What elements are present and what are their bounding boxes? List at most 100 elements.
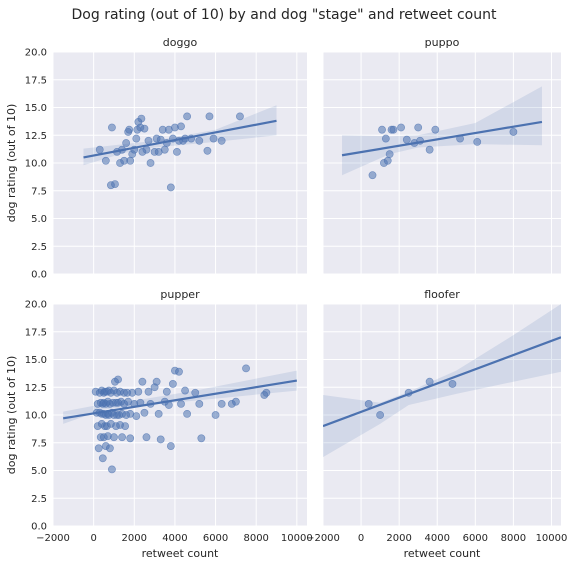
data-point — [105, 444, 114, 453]
data-point — [140, 124, 149, 133]
data-point — [156, 435, 165, 444]
data-point — [144, 387, 153, 396]
panel-title: puppo — [425, 36, 460, 49]
data-point — [108, 465, 116, 474]
data-point — [195, 399, 204, 408]
data-point — [473, 138, 482, 146]
data-point — [108, 123, 116, 132]
regression-line — [341, 120, 543, 157]
data-point — [166, 183, 175, 192]
y-tick-label: 15.0 — [25, 355, 47, 366]
data-point — [509, 128, 518, 136]
data-point — [431, 125, 440, 134]
data-point — [402, 135, 411, 144]
data-point — [425, 145, 434, 154]
data-point — [122, 139, 131, 147]
data-point — [94, 444, 103, 453]
confidence-band — [63, 370, 297, 424]
data-point — [111, 180, 119, 188]
x-tick-label: 2000 — [122, 533, 147, 544]
data-point — [385, 150, 394, 159]
data-point — [368, 171, 377, 180]
y-tick-label: 5.0 — [31, 466, 47, 477]
data-point — [414, 123, 423, 132]
data-point — [132, 134, 141, 143]
panel-title: floofer — [424, 288, 460, 301]
data-point — [383, 156, 392, 165]
x-tick-label: 8000 — [243, 533, 268, 544]
y-tick-label: 7.5 — [31, 186, 47, 197]
data-point — [140, 408, 149, 417]
data-point — [217, 399, 226, 408]
x-tick-label: 4000 — [425, 533, 450, 544]
data-point — [134, 387, 143, 396]
data-point — [126, 434, 135, 443]
data-point — [95, 145, 104, 154]
data-point — [231, 397, 240, 406]
regression-line — [83, 119, 277, 159]
data-point — [137, 114, 146, 123]
data-point — [160, 145, 169, 154]
data-point — [203, 146, 212, 155]
panels: doggo 0.0 2.5 5.0 7.5 10.0 12.5 15.0 17.5 20.0 dog… — [5, 36, 567, 560]
data-point — [378, 125, 386, 134]
data-point — [236, 112, 244, 121]
data-point — [154, 409, 163, 418]
data-point — [114, 375, 122, 384]
data-point — [205, 112, 214, 121]
panel-plot-area — [323, 304, 561, 458]
data-point — [125, 125, 134, 134]
data-point — [138, 377, 147, 386]
data-point — [217, 136, 226, 145]
data-point — [142, 433, 151, 442]
y-tick-label: 7.5 — [31, 438, 47, 449]
data-point — [262, 388, 271, 397]
regression-line — [62, 379, 298, 420]
data-point — [177, 122, 185, 131]
data-point — [181, 386, 189, 395]
data-point — [242, 364, 250, 373]
data-point — [132, 412, 141, 421]
y-tick-label: 15.0 — [25, 103, 47, 114]
x-tick-label: 2000 — [386, 533, 411, 544]
y-tick-label: 20.0 — [25, 300, 47, 311]
y-tick-label: 10.0 — [25, 159, 47, 170]
data-point — [183, 409, 192, 418]
y-tick-label: 20.0 — [25, 48, 47, 59]
data-point — [197, 434, 206, 443]
data-point — [118, 433, 126, 442]
data-point — [142, 145, 151, 154]
data-point — [162, 387, 171, 396]
data-point — [397, 123, 405, 132]
panel-pupper: pupper 0.0 2.5 5.0 7.5 10.0 12.5 15.0 17.5 20.0 do… — [5, 288, 313, 560]
x-tick-label: 6000 — [203, 533, 228, 544]
data-point — [177, 399, 185, 408]
y-axis-label: dog rating (out of 10) — [5, 104, 18, 222]
panel-puppo: puppo — [322, 36, 561, 275]
y-tick-label: 0.0 — [31, 522, 47, 533]
data-point — [195, 136, 204, 145]
data-point — [166, 442, 175, 450]
panel-floofer: floofer −2000 0 2000 4000 6000 8000 10000 retwee… — [306, 288, 567, 560]
y-tick-label: 17.5 — [25, 75, 47, 86]
data-point — [152, 377, 161, 386]
data-point — [364, 399, 373, 408]
data-point — [126, 156, 135, 165]
data-point — [209, 134, 218, 143]
x-tick-label: −2000 — [306, 533, 340, 544]
panel-plot-area — [341, 86, 543, 180]
x-tick-label: 8000 — [501, 533, 526, 544]
y-axis-label: dog rating (out of 10) — [5, 356, 18, 474]
x-tick-label: 0 — [358, 533, 364, 544]
panel-plot-area — [83, 105, 277, 192]
y-tick-label: 12.5 — [25, 131, 47, 142]
panel-plot-area — [62, 364, 298, 474]
panel-doggo: doggo 0.0 2.5 5.0 7.5 10.0 12.5 15.0 17.5 20.0 dog… — [5, 36, 307, 281]
data-point — [211, 411, 220, 419]
data-point — [121, 422, 130, 430]
x-tick-label: 4000 — [162, 533, 187, 544]
data-point — [389, 125, 398, 134]
x-tick-label: 0 — [90, 533, 96, 544]
data-point — [183, 112, 192, 121]
